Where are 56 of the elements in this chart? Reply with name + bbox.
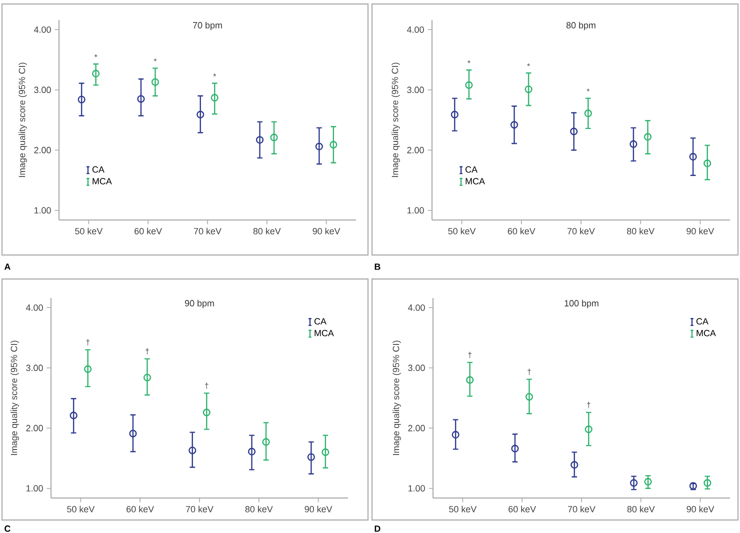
y-axis-title: Image quality score (95% CI) <box>392 62 400 177</box>
chart-title: 100 bpm <box>564 300 598 308</box>
y-tick-label: 1.00 <box>408 485 425 492</box>
y-tick-label: 2.00 <box>34 146 51 154</box>
y-tick-label: 1.00 <box>407 207 424 214</box>
legend-label: MCA <box>314 330 334 336</box>
x-tick-label: 50 keV <box>67 506 95 512</box>
y-axis-title: Image quality score (95% CI) <box>392 340 401 455</box>
x-tick-label: 50 keV <box>448 228 476 234</box>
chart-title: 80 bpm <box>566 22 596 30</box>
legend-label: MCA <box>466 178 485 184</box>
y-tick-label: 4.00 <box>408 304 425 311</box>
text: D <box>374 526 380 532</box>
y-tick-label: 3.00 <box>26 364 43 372</box>
legend-label: MCA <box>92 178 112 184</box>
y-tick-label: 2.00 <box>26 424 43 432</box>
y-axis-title: Image quality score (95% CI) <box>10 340 19 455</box>
x-tick-label: 60 keV <box>508 228 536 234</box>
y-axis-title: Image quality score (95% CI) <box>18 62 27 177</box>
x-tick-label: 60 keV <box>126 506 154 512</box>
legend-label: CA <box>92 166 104 173</box>
chart-title: 70 bpm <box>193 22 222 30</box>
text: B <box>374 264 380 270</box>
text: C <box>4 525 10 532</box>
y-tick-label: 1.00 <box>26 485 43 492</box>
x-tick-label: 80 keV <box>627 506 655 512</box>
y-tick-label: 4.00 <box>34 26 51 33</box>
x-tick-label: 50 keV <box>449 506 477 512</box>
x-tick-label: 70 keV <box>568 228 595 234</box>
y-tick-label: 3.00 <box>407 86 424 94</box>
x-tick-label: 80 keV <box>245 506 273 512</box>
x-tick-label: 90 keV <box>686 506 714 512</box>
x-tick-label: 80 keV <box>253 228 281 234</box>
x-tick-label: 50 keV <box>75 228 103 234</box>
x-tick-label: 90 keV <box>304 506 332 512</box>
x-tick-label: 70 keV <box>186 506 214 512</box>
legend-label: CA <box>314 318 326 325</box>
x-tick-label: 80 keV <box>627 228 655 234</box>
x-tick-label: 60 keV <box>134 228 162 234</box>
y-tick-label: 1.00 <box>34 207 51 214</box>
y-tick-label: 3.00 <box>34 86 51 94</box>
y-tick-label: 2.00 <box>408 424 425 432</box>
legend-label: CA <box>466 166 478 173</box>
y-tick-label: 2.00 <box>407 146 424 154</box>
x-tick-label: 60 keV <box>508 506 536 512</box>
text: A <box>4 264 10 270</box>
y-tick-label: 4.00 <box>26 304 43 311</box>
y-tick-label: 4.00 <box>406 26 424 33</box>
x-tick-label: 70 keV <box>194 228 222 234</box>
x-tick-label: 90 keV <box>686 228 714 234</box>
chart-title: 90 bpm <box>184 300 214 308</box>
y-tick-label: 3.00 <box>408 364 425 372</box>
legend-label: MCA <box>696 330 716 336</box>
x-tick-label: 70 keV <box>568 506 596 512</box>
x-tick-label: 90 keV <box>312 228 340 234</box>
legend-label: CA <box>696 318 708 325</box>
